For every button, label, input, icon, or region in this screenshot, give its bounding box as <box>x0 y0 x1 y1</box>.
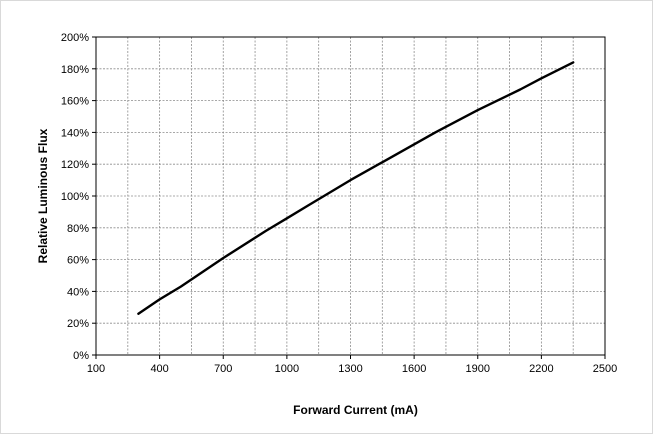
x-tick-label: 1000 <box>275 363 299 375</box>
y-tick-label: 60% <box>67 255 89 267</box>
x-tick-label: 1300 <box>338 363 362 375</box>
y-tick-label: 100% <box>61 191 89 203</box>
axis-ticks <box>92 36 606 359</box>
y-tick-label: 120% <box>61 159 89 171</box>
x-tick-label: 700 <box>214 363 232 375</box>
series-layer <box>137 61 575 315</box>
y-tick-label: 0% <box>73 350 89 362</box>
x-axis-title: Forward Current (mA) <box>293 403 418 417</box>
x-tick-label: 1600 <box>402 363 426 375</box>
x-tick-label: 400 <box>150 363 168 375</box>
y-tick-label: 80% <box>67 223 89 235</box>
y-tick-label: 20% <box>67 318 89 330</box>
x-tick-label: 1900 <box>466 363 490 375</box>
y-tick-label: 140% <box>61 127 89 139</box>
y-axis-title: Relative Luminous Flux <box>36 128 50 263</box>
series-line <box>137 61 575 315</box>
y-tick-label: 40% <box>67 286 89 298</box>
x-tick-label: 100 <box>87 363 105 375</box>
tick-labels: 0% 20% 40% 60% 80% 100% 120% 140% 160% 180% 200% 10… <box>61 32 617 375</box>
y-tick-label: 180% <box>61 64 89 76</box>
y-tick-label: 200% <box>61 32 89 44</box>
grid-lines <box>96 37 605 355</box>
x-tick-label: 2200 <box>529 363 553 375</box>
y-tick-label: 160% <box>61 96 89 108</box>
x-tick-label: 2500 <box>593 363 617 375</box>
